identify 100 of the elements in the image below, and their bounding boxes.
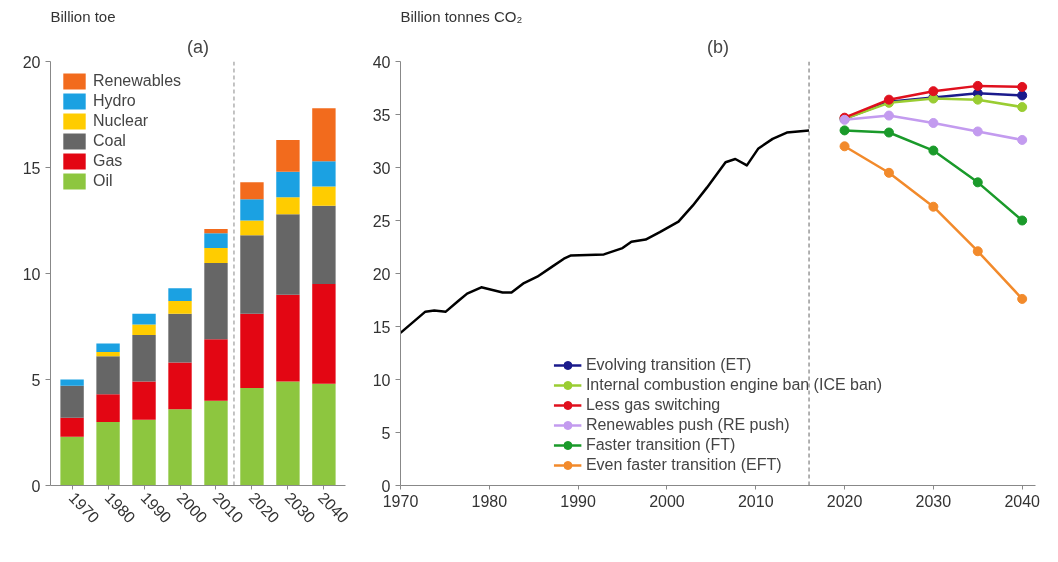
x-tick-label: 2020 — [826, 492, 863, 510]
legend-label: Less gas switching — [585, 396, 721, 414]
bar — [168, 288, 192, 302]
bar — [276, 139, 300, 172]
point — [928, 201, 939, 212]
y-tick-label: 20 — [22, 53, 41, 71]
point — [883, 127, 894, 138]
bar — [96, 343, 120, 352]
point — [883, 167, 894, 178]
y-tick-label: 30 — [372, 159, 391, 177]
legend-label: Gas — [93, 152, 123, 170]
bar — [60, 385, 84, 418]
bar — [168, 362, 192, 410]
bar — [168, 409, 192, 486]
bar — [312, 383, 336, 486]
y-tick-label: 35 — [372, 106, 391, 124]
legend-label: Renewables push (RE push) — [585, 416, 790, 434]
bar — [240, 182, 264, 200]
legend-label: Even faster transition (EFT) — [585, 456, 782, 474]
y-axis-title: Billion toe — [50, 7, 116, 25]
bar — [168, 301, 192, 314]
bar — [132, 324, 156, 335]
point — [972, 246, 983, 257]
y-axis-title: Billion tonnes CO₂ — [400, 7, 523, 25]
y-tick-label: 20 — [372, 265, 391, 283]
bar — [240, 220, 264, 236]
bar — [96, 356, 120, 395]
bar — [132, 313, 156, 325]
bar — [204, 228, 228, 234]
bar — [312, 205, 336, 285]
bar — [276, 294, 300, 382]
chart-title: (a) — [187, 36, 209, 57]
bar — [240, 235, 264, 314]
line-series — [400, 129, 811, 335]
bar — [204, 233, 228, 249]
y-tick-label: 15 — [372, 318, 391, 336]
y-tick-label: 5 — [31, 371, 41, 389]
y-tick-label: 0 — [31, 477, 41, 495]
legend-label: Internal combustion engine ban (ICE ban) — [585, 376, 883, 394]
point — [928, 117, 939, 128]
point — [1017, 90, 1028, 101]
bar — [276, 214, 300, 295]
point — [972, 80, 983, 91]
bar — [240, 313, 264, 388]
x-tick-label: 1980 — [471, 492, 508, 510]
bar — [240, 387, 264, 486]
bar — [204, 400, 228, 486]
bar — [312, 186, 336, 206]
x-tick-label: 1990 — [560, 492, 597, 510]
point — [928, 86, 939, 97]
bar — [96, 421, 120, 486]
bar — [276, 381, 300, 486]
legend-label: Faster transition (FT) — [585, 436, 736, 454]
bar — [60, 417, 84, 437]
point — [1017, 81, 1028, 92]
point — [1017, 215, 1028, 226]
bar — [240, 199, 264, 221]
x-tick-label: 2000 — [649, 492, 685, 510]
y-tick-label: 5 — [381, 424, 391, 442]
point — [883, 110, 894, 121]
point — [1017, 102, 1028, 113]
bar — [168, 313, 192, 363]
bar — [276, 197, 300, 215]
bar — [60, 436, 84, 486]
y-tick-label: 40 — [372, 53, 391, 71]
x-tick-label: 2010 — [737, 492, 774, 510]
x-tick-label: 2030 — [915, 492, 952, 510]
y-tick-label: 0 — [381, 477, 391, 495]
bar — [204, 262, 228, 340]
point — [972, 94, 983, 105]
bar — [204, 248, 228, 263]
legend-label: Oil — [93, 172, 113, 190]
y-tick-label: 10 — [22, 265, 41, 283]
x-tick-label: 1970 — [382, 492, 419, 510]
y-tick-label: 25 — [372, 212, 391, 230]
legend-label: Coal — [93, 132, 126, 150]
bar — [132, 419, 156, 486]
bar — [60, 379, 84, 386]
legend-label: Hydro — [93, 92, 136, 110]
bar — [96, 351, 120, 357]
point — [928, 145, 939, 156]
bar — [204, 339, 228, 401]
point — [1017, 134, 1028, 145]
point — [1017, 293, 1028, 304]
bar — [132, 381, 156, 420]
point — [839, 141, 850, 152]
x-tick-label: 2040 — [1004, 492, 1041, 510]
legend-label: Nuclear — [93, 112, 149, 130]
legend-label: Renewables — [93, 72, 182, 90]
bar — [276, 171, 300, 198]
bar — [312, 161, 336, 187]
bar — [312, 108, 336, 162]
bar — [312, 284, 336, 384]
y-tick-label: 10 — [372, 371, 391, 389]
legend-label: Evolving transition (ET) — [585, 356, 752, 374]
point — [972, 126, 983, 137]
y-tick-label: 15 — [22, 159, 41, 177]
bar — [96, 394, 120, 422]
point — [972, 177, 983, 188]
bar — [132, 334, 156, 382]
